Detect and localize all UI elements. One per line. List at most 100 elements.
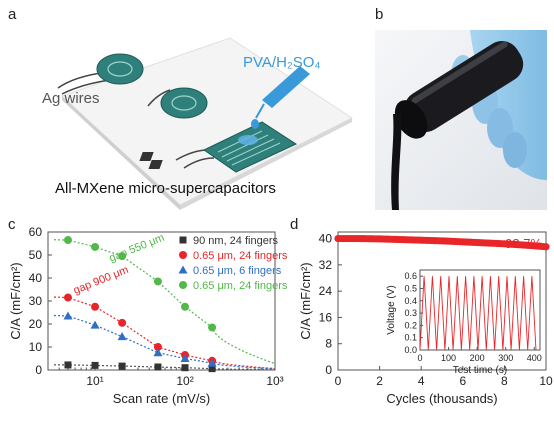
contact-pad bbox=[148, 160, 163, 169]
inset-x-tick-label: 200 bbox=[470, 353, 485, 363]
annotation-gap-550: gap 550 μm bbox=[108, 232, 167, 265]
legend-label: 0.65 μm, 24 fingers bbox=[193, 280, 288, 292]
circular-device-spiral bbox=[171, 95, 197, 111]
data-point bbox=[181, 302, 190, 311]
circular-device bbox=[96, 53, 144, 85]
legend-marker bbox=[179, 281, 187, 289]
inset-x-tick-label: 0 bbox=[417, 353, 422, 363]
data-point bbox=[91, 302, 100, 311]
data-point bbox=[91, 242, 100, 251]
data-point bbox=[63, 293, 72, 302]
wires-label: Ag wires bbox=[42, 90, 100, 107]
y-axis-label: C/A (mF/cm²) bbox=[8, 262, 23, 339]
fit-line bbox=[53, 296, 276, 370]
inset-x-tick-label: 300 bbox=[498, 353, 513, 363]
data-point bbox=[207, 358, 217, 367]
data-point bbox=[153, 348, 163, 357]
circular-device-spiral bbox=[107, 61, 133, 77]
y-tick-label: 24 bbox=[319, 284, 333, 298]
contact-pad bbox=[139, 152, 154, 161]
plot-frame bbox=[337, 231, 547, 371]
inset-y-tick-label: 0.2 bbox=[404, 320, 417, 330]
x-axis-label: Cycles (thousands) bbox=[386, 391, 497, 406]
y-tick-label: 16 bbox=[319, 310, 333, 324]
y-tick-label: 40 bbox=[319, 232, 333, 246]
wire bbox=[183, 157, 215, 169]
series-capacitance bbox=[334, 234, 550, 251]
panel-letter-c: c bbox=[8, 216, 16, 233]
y-tick-label: 0 bbox=[325, 363, 332, 377]
x-tick-label: 10 bbox=[539, 374, 553, 388]
x-tick-label: 0 bbox=[335, 374, 342, 388]
fit-line bbox=[54, 364, 275, 371]
inset-y-tick-label: 0.1 bbox=[404, 333, 417, 343]
x-tick-label: 6 bbox=[459, 374, 466, 388]
data-point bbox=[64, 361, 72, 369]
data-point bbox=[153, 343, 162, 351]
data-point bbox=[153, 277, 162, 286]
inset-x-tick-label: 400 bbox=[527, 353, 542, 363]
retention-label: 93.7% bbox=[505, 236, 542, 251]
substrate-edge-left bbox=[62, 96, 180, 210]
inset-x-tick-label: 100 bbox=[441, 353, 456, 363]
legend-marker bbox=[178, 265, 188, 274]
x-tick-label: 10² bbox=[176, 374, 193, 388]
data-point bbox=[90, 320, 100, 329]
y-tick-label: 20 bbox=[29, 317, 43, 331]
ink-stream bbox=[391, 114, 402, 210]
vial bbox=[394, 41, 524, 139]
ink-photo bbox=[375, 30, 547, 210]
data-point bbox=[63, 236, 72, 245]
y-tick-label: 50 bbox=[29, 248, 43, 262]
series-0 bbox=[54, 361, 275, 373]
substrate-edge bbox=[180, 118, 352, 210]
legend-label: 90 nm, 24 fingers bbox=[193, 235, 278, 247]
device-illustration bbox=[57, 37, 353, 210]
y-tick-label: 0 bbox=[35, 363, 42, 377]
inset-y-label: Voltage (V) bbox=[386, 285, 397, 334]
x-tick-label: 8 bbox=[501, 374, 508, 388]
fit-line bbox=[53, 314, 276, 370]
circular-device bbox=[160, 87, 208, 119]
data-point bbox=[118, 318, 127, 327]
data-point bbox=[180, 354, 190, 362]
panel-letter-a: a bbox=[8, 6, 17, 23]
y-tick-label: 60 bbox=[29, 225, 43, 239]
wire bbox=[147, 89, 171, 107]
legend: 90 nm, 24 fingers 0.65 μm, 24 fingers 0.65… bbox=[178, 235, 288, 292]
legend-marker bbox=[179, 236, 187, 244]
data-point bbox=[91, 361, 99, 369]
y-tick-label: 32 bbox=[319, 258, 333, 272]
y-tick-label: 10 bbox=[29, 340, 43, 354]
inset-x-label: Test time (s) bbox=[453, 365, 507, 376]
series-3 bbox=[53, 236, 276, 365]
electrolyte-droplet bbox=[251, 119, 259, 129]
series-1 bbox=[53, 293, 276, 370]
series-2 bbox=[53, 311, 276, 370]
electrolyte-label: PVA/H₂SO₄ bbox=[243, 54, 321, 71]
data-point bbox=[542, 243, 550, 251]
pipette-tip bbox=[255, 103, 265, 119]
panel-letter-b: b bbox=[375, 6, 384, 23]
x-tick-label: 10³ bbox=[266, 374, 283, 388]
data-point bbox=[117, 332, 127, 341]
inset-y-tick-label: 0.3 bbox=[404, 308, 417, 318]
y-tick-label: 8 bbox=[325, 337, 332, 351]
inset-y-tick-label: 0.0 bbox=[404, 345, 417, 355]
chart-scan-rate: 0 10 20 30 40 50 60 10¹ 10² 10³ Scan rate (mV/s) C/… bbox=[8, 225, 288, 406]
data-point bbox=[208, 365, 216, 373]
y-axis-label: C/A (mF/cm²) bbox=[298, 262, 313, 339]
interdigitated-device bbox=[203, 121, 298, 173]
legend-label: 0.65 μm, 6 fingers bbox=[193, 265, 282, 277]
inset-voltage: 0.0 0.1 0.2 0.3 0.4 0.5 0.6 0 100 200 300 400 Test t… bbox=[386, 269, 542, 376]
data-point bbox=[118, 362, 126, 370]
data-point bbox=[63, 311, 73, 320]
inset-voltage-trace bbox=[419, 276, 537, 351]
pipette bbox=[262, 66, 310, 108]
electrolyte-puddle bbox=[238, 135, 258, 145]
data-point bbox=[154, 363, 162, 371]
inset-y-tick-label: 0.4 bbox=[404, 296, 417, 306]
x-tick-label: 4 bbox=[418, 374, 425, 388]
legend-marker bbox=[179, 251, 187, 259]
